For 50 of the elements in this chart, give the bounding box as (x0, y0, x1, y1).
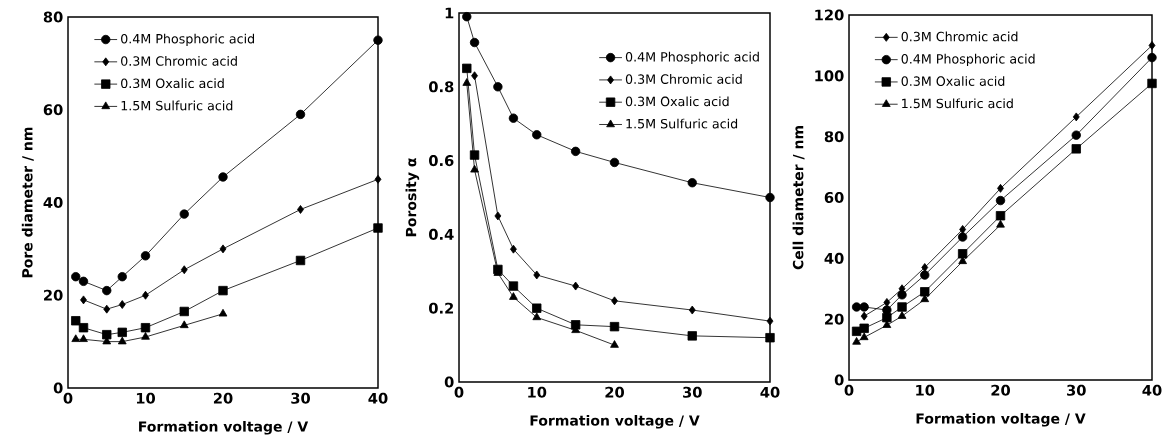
y-tick-label: 0.6 (429, 155, 454, 167)
y-tick-label: 0.8 (429, 81, 454, 93)
y-tick-label: 80 (43, 11, 63, 23)
y-tick-label: 20 (825, 313, 844, 325)
legend-label: 1.5M Sulfuric acid (626, 118, 738, 129)
legend-label: 0.3M Oxalic acid (901, 76, 1005, 86)
x-axis-title: Formation voltage / V (916, 412, 1086, 427)
x-tick-label: 30 (683, 386, 702, 398)
x-tick-label: 0 (63, 392, 73, 404)
y-tick-label: 0.2 (429, 302, 454, 314)
legend-label: 0.3M Chromic acid (121, 56, 237, 66)
y-axis-title: Cell diameter / nm (792, 126, 805, 270)
y-axis-title: Porosity α (405, 158, 420, 237)
x-tick-label: 20 (991, 384, 1010, 396)
y-tick-label: 0.4 (429, 228, 454, 240)
legend-label: 0.3M Oxalic acid (121, 78, 224, 89)
x-tick-label: 0 (844, 384, 854, 396)
x-tick-label: 20 (605, 386, 624, 398)
y-tick-label: 120 (815, 9, 844, 21)
x-tick-label: 10 (916, 384, 935, 396)
x-tick-label: 20 (213, 392, 233, 404)
y-tick-label: 40 (43, 196, 63, 209)
y-tick-label: 1 (445, 7, 454, 19)
x-tick-label: 40 (1142, 384, 1162, 396)
x-tick-label: 30 (291, 392, 310, 404)
x-tick-label: 40 (368, 392, 388, 404)
x-tick-label: 40 (760, 386, 780, 398)
x-tick-label: 0 (454, 386, 464, 398)
y-tick-label: 0 (834, 374, 844, 386)
y-tick-label: 80 (824, 131, 844, 143)
y-tick-label: 100 (815, 70, 844, 82)
legend-label: 1.5M Sulfuric acid (902, 98, 1013, 109)
y-tick-label: 0 (444, 376, 454, 388)
x-axis-title: Formation voltage / V (139, 420, 309, 435)
legend-label: 0.3M Chromic acid (625, 74, 742, 84)
y-tick-label: 60 (43, 104, 63, 116)
x-tick-label: 30 (1067, 384, 1086, 396)
legend-label: 1.5M Sulfuric acid (121, 100, 233, 111)
legend-label: 0.4M Phosphoric acid (901, 53, 1035, 67)
y-axis-title: Pore diameter / nm (21, 127, 34, 278)
y-tick-label: 60 (824, 191, 844, 204)
legend-label: 0.3M Oxalic acid (625, 96, 729, 107)
x-tick-label: 10 (136, 392, 155, 404)
y-tick-label: 20 (44, 289, 63, 301)
x-axis-title: Formation voltage / V (530, 414, 700, 429)
legend-label: 0.4M Phosphoric acid (625, 51, 759, 65)
legend-label: 0.4M Phosphoric acid (121, 33, 255, 46)
y-tick-label: 40 (824, 252, 844, 264)
x-tick-label: 10 (528, 386, 547, 398)
legend-label: 0.3M Chromic acid (901, 31, 1018, 42)
